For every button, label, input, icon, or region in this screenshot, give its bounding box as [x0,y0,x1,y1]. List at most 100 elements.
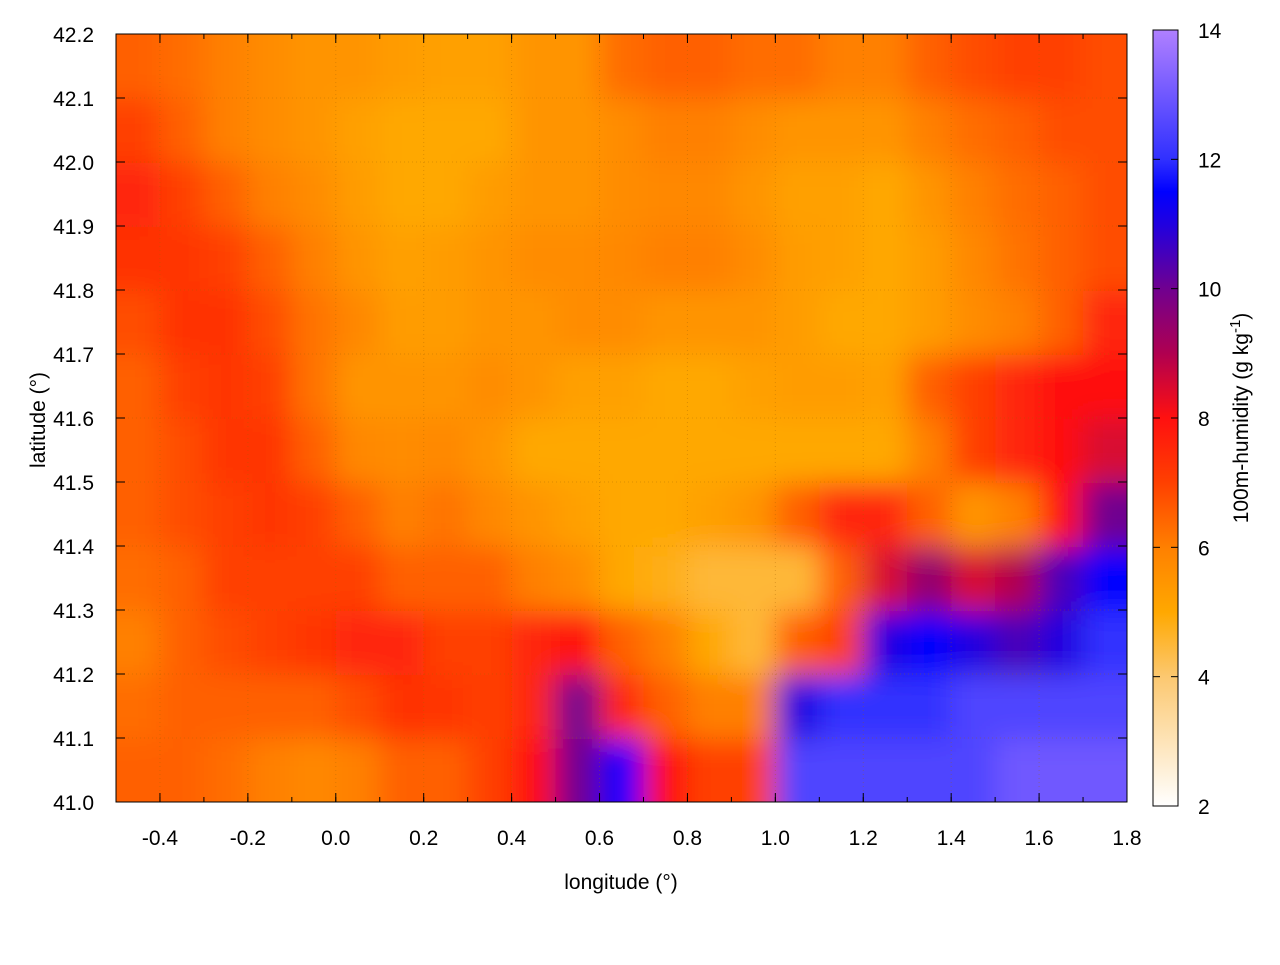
heatmap-cell [1039,226,1085,291]
heatmap-cell [731,162,777,227]
colorbar-tick-label: 12 [1198,149,1221,172]
heatmap-cell [423,98,469,163]
heatmap-cell [643,162,689,227]
x-tick-label: 1.8 [1112,827,1141,850]
heatmap-cell [687,226,733,291]
heatmap-cell [731,418,777,483]
heatmap-cell [819,226,865,291]
x-tick-label: 1.2 [849,827,878,850]
heatmap-cell [511,610,557,675]
heatmap-cell [335,98,381,163]
heatmap-cell [423,738,469,802]
heatmap-cell [731,226,777,291]
heatmap-cell [775,418,821,483]
heatmap-cell [907,738,953,802]
heatmap-cell [907,546,953,611]
heatmap-cell [203,482,249,547]
heatmap-cell [819,546,865,611]
heatmap-cell [907,34,953,99]
heatmap-cell [291,610,337,675]
heatmap-cell [379,546,425,611]
heatmap-cell [599,98,645,163]
heatmap-cell [1039,98,1085,163]
heatmap-cell [643,738,689,802]
heatmap-cell [995,674,1041,739]
heatmap-cell [379,98,425,163]
heatmap-cell [995,418,1041,483]
heatmap-cell [467,226,513,291]
x-axis-ticks: -0.4 -0.2 0.0 0.2 0.4 0.6 0.8 1.0 1.2 1.4 1.6 1.8 [115,34,1142,850]
heatmap-cell [687,354,733,419]
heatmap-cell [379,354,425,419]
heatmap-cell [467,98,513,163]
colorbar-label: 100m-humidity (g kg-1) [1227,313,1253,524]
heatmap-cell [467,34,513,99]
heatmap-cell [1039,610,1085,675]
heatmap-cell [643,546,689,611]
heatmap-cell [511,418,557,483]
heatmap-cell [775,610,821,675]
heatmap-cell [599,610,645,675]
heatmap-cell [863,546,909,611]
heatmap-cell [863,290,909,355]
heatmap-cell [467,738,513,802]
heatmap-cell [467,354,513,419]
heatmap-cell [203,226,249,291]
heatmap-cell [159,34,205,99]
heatmap-cell [643,354,689,419]
heatmap-cell [863,98,909,163]
heatmap-cell [775,226,821,291]
heatmap-cell [335,226,381,291]
heatmap-cell [335,290,381,355]
heatmap-cell [599,354,645,419]
heatmap-cell [995,162,1041,227]
heatmap-cell [291,418,337,483]
heatmap-cell [379,418,425,483]
heatmap-cell [335,610,381,675]
heatmap-cell [291,482,337,547]
heatmap-cell [116,98,161,163]
heatmap-cell [423,674,469,739]
heatmap-cell [1083,34,1127,99]
heatmap-cell [379,738,425,802]
heatmap-cell [599,418,645,483]
heatmap-cell [159,610,205,675]
heatmap-cell [467,482,513,547]
heatmap-cell [599,738,645,802]
heatmap-cell [775,674,821,739]
heatmap-cell [159,290,205,355]
heatmap-cell [291,354,337,419]
heatmap-cell [116,354,161,419]
heatmap-cell [203,418,249,483]
heatmap-cell [951,546,997,611]
heatmap-cell [687,546,733,611]
heatmap-cell [159,162,205,227]
heatmap-cell [247,610,293,675]
heatmap-cell [687,290,733,355]
heatmap-cell [159,482,205,547]
heatmap-cell [1083,418,1127,483]
heatmap-cell [1083,354,1127,419]
heatmap-cell [863,162,909,227]
heatmap-cell [907,354,953,419]
heatmap-cell [291,674,337,739]
heatmap-cell [819,34,865,99]
heatmap-cell [863,610,909,675]
heatmap-cell [423,226,469,291]
heatmap-cell [951,226,997,291]
x-axis-label: longitude (°) [564,871,677,894]
heatmap-cell [643,290,689,355]
heatmap-cell [116,674,161,739]
x-tick-label: -0.2 [230,827,266,850]
heatmap-cell [159,546,205,611]
heatmap-cell [511,738,557,802]
heatmap-cell [1039,418,1085,483]
heatmap-cell [291,290,337,355]
heatmap-cell [379,34,425,99]
heatmap-cell [247,226,293,291]
heatmap-cell [423,546,469,611]
heatmap-cells [116,34,1127,802]
heatmap-cell [951,482,997,547]
heatmap-cell [335,546,381,611]
heatmap-cell [863,738,909,802]
